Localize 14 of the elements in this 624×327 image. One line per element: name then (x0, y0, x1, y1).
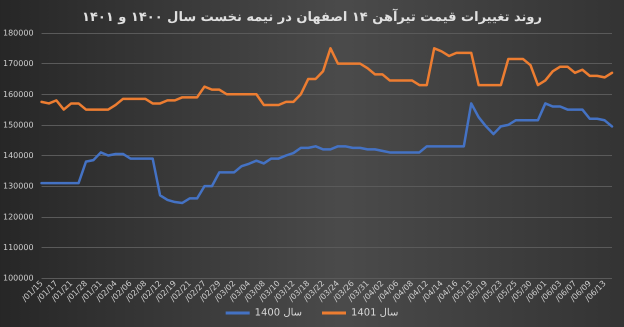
y-tick-label: 180000 (2, 28, 34, 38)
line-series (40, 102, 614, 204)
chart-title: روند تغییرات قیمت تیرآهن ۱۴ اصفهان در نیمه نخست سال ۱۴۰۰ و ۱۴۰۱ (82, 8, 542, 25)
y-tick-label: 120000 (2, 212, 34, 222)
legend-label: سال 1400 (254, 308, 302, 318)
y-tick-label: 110000 (2, 242, 34, 252)
y-tick-label: 170000 (2, 59, 34, 68)
y-tick-label: 130000 (2, 182, 34, 191)
y-tick-label: 100000 (2, 274, 34, 282)
y-tick-label: 160000 (2, 90, 34, 99)
y-tick-label: 140000 (2, 151, 34, 160)
y-tick-label: 150000 (2, 120, 34, 130)
legend-label: سال 1401 (351, 308, 398, 318)
line-series (40, 47, 614, 111)
